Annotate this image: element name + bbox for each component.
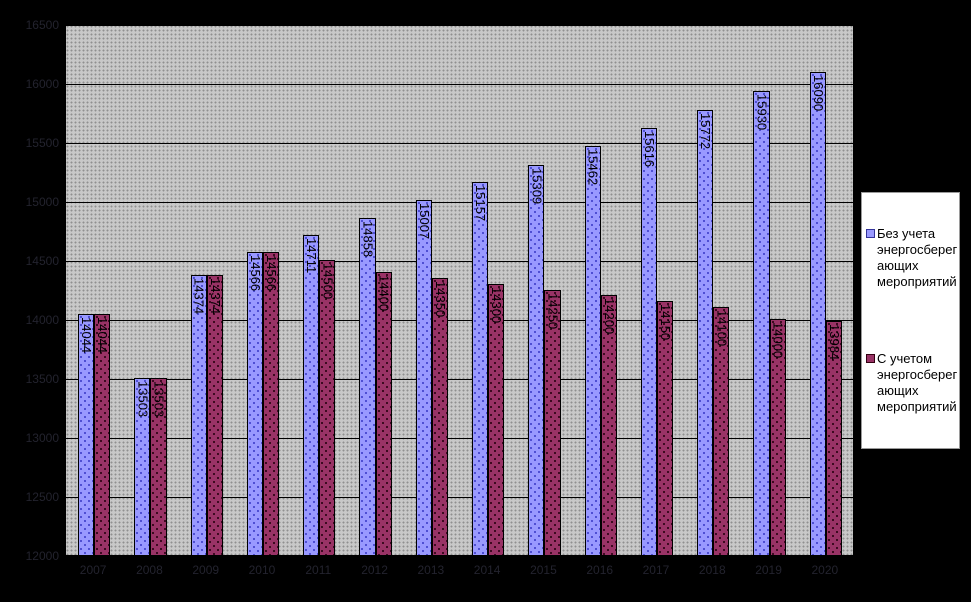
- y-tick-label-15000: 15000: [25, 195, 59, 209]
- y-tick-label-12000: 12000: [25, 549, 59, 563]
- bar-with-measures-2009: [206, 274, 223, 555]
- bar-with-measures-2018: [713, 307, 730, 555]
- bar-value-label: 13503: [135, 380, 151, 417]
- bar-with-measures-2010: [263, 252, 280, 555]
- y-tick-label-16000: 16000: [25, 77, 59, 91]
- bar-with-measures-2011: [319, 260, 336, 555]
- x-tick-label-2014: 2014: [473, 563, 501, 577]
- bar-value-label: 14000: [770, 322, 786, 359]
- bar-value-label: 15309: [529, 167, 545, 204]
- y-tick-label-14500: 14500: [25, 254, 59, 268]
- bar-without-measures-2015: [528, 164, 545, 555]
- bar-value-label: 14100: [714, 310, 730, 347]
- bar-with-measures-2019: [769, 319, 786, 555]
- gridline-16000: [66, 84, 853, 85]
- x-tick-label-2015: 2015: [530, 563, 557, 577]
- x-tick-label-2012: 2012: [361, 563, 388, 577]
- bar-value-label: 15772: [698, 112, 714, 150]
- gridline-12500: [66, 497, 853, 498]
- bar-value-label: 14300: [489, 286, 505, 323]
- bar-value-label: 14374: [191, 277, 207, 315]
- bar-value-label: 14250: [545, 292, 561, 329]
- x-tick-label-2009: 2009: [192, 563, 220, 577]
- bar-value-label: 15462: [585, 149, 601, 186]
- bar-value-label: 14711: [304, 238, 320, 274]
- bar-value-label: 13503: [151, 380, 167, 417]
- x-tick-label-2018: 2018: [698, 563, 726, 577]
- bar-value-label: 14150: [658, 304, 674, 341]
- bar-value-label: 14500: [320, 263, 336, 300]
- x-tick-label-2020: 2020: [811, 563, 839, 577]
- bar-with-measures-2012: [375, 271, 392, 555]
- legend-label: С учетом энергосберег ающих мероприятий: [877, 351, 958, 415]
- bar-without-measures-2016: [584, 146, 601, 555]
- legend-entry-with-measures: С учетом энергосберег ающих мероприятий: [865, 351, 959, 415]
- gridline-13000: [66, 438, 853, 439]
- bar-value-label: 13984: [826, 323, 842, 361]
- gridline-14500: [66, 261, 853, 262]
- bar-value-label: 14566: [264, 255, 280, 292]
- bar-with-measures-2017: [657, 301, 674, 555]
- x-tick-label-2017: 2017: [642, 563, 670, 577]
- gridline-15500: [66, 143, 853, 144]
- bar-without-measures-2019: [753, 91, 770, 555]
- bar-without-measures-2008: [134, 377, 151, 555]
- bar-with-measures-2007: [94, 313, 111, 555]
- bar-with-measures-2020: [825, 320, 842, 555]
- y-tick-label-13000: 13000: [25, 431, 59, 445]
- bar-value-label: 14044: [79, 316, 95, 353]
- bar-without-measures-2011: [303, 235, 320, 555]
- bar-value-label: 15616: [641, 131, 657, 168]
- bar-with-measures-2013: [431, 277, 448, 555]
- bar-without-measures-2014: [472, 182, 489, 555]
- x-tick-label-2010: 2010: [248, 563, 276, 577]
- bar-without-measures-2020: [809, 72, 826, 555]
- plot-area: 14044 14044 13503 13503 14374 14374 14566 14566…: [65, 25, 853, 556]
- gridline-14000: [66, 320, 853, 321]
- y-tick-label-12500: 12500: [25, 490, 59, 504]
- bar-without-measures-2009: [190, 274, 207, 555]
- y-tick-label-16500: 16500: [25, 18, 59, 32]
- x-tick-label-2016: 2016: [586, 563, 614, 577]
- bar-with-measures-2014: [488, 283, 505, 555]
- bar-with-measures-2008: [150, 377, 167, 555]
- legend: Без учета энергосберег ающих мероприятий…: [861, 192, 960, 449]
- bar-without-measures-2010: [246, 252, 263, 555]
- bar-value-label: 14858: [360, 220, 376, 257]
- legend-label: Без учета энергосберег ающих мероприятий: [877, 225, 958, 289]
- bar-value-label: 14350: [432, 280, 448, 317]
- gridline-15000: [66, 202, 853, 203]
- bar-without-measures-2017: [640, 128, 657, 555]
- bar-value-label: 15007: [416, 203, 432, 240]
- bar-without-measures-2007: [78, 313, 95, 555]
- bar-without-measures-2018: [697, 109, 714, 555]
- bar-with-measures-2016: [600, 295, 617, 555]
- bar-value-label: 14400: [376, 274, 392, 311]
- x-tick-label-2019: 2019: [755, 563, 782, 577]
- bar-value-label: 14200: [601, 298, 617, 335]
- x-tick-label-2008: 2008: [136, 563, 163, 577]
- y-tick-label-15500: 15500: [25, 136, 59, 150]
- legend-entry-without-measures: Без учета энергосберег ающих мероприятий: [865, 226, 959, 290]
- bar-value-label: 16090: [810, 75, 826, 112]
- bar-without-measures-2013: [415, 200, 432, 555]
- x-tick-label-2007: 2007: [79, 563, 107, 577]
- bar-value-label: 15930: [754, 94, 770, 131]
- x-tick-label-2013: 2013: [417, 563, 445, 577]
- legend-marker-icon: [866, 228, 875, 238]
- bar-value-label: 14374: [207, 277, 223, 315]
- gridline-13500: [66, 379, 853, 380]
- legend-marker-icon: [866, 354, 875, 364]
- bar-without-measures-2012: [359, 217, 376, 555]
- gridline-16500: [66, 25, 853, 26]
- x-tick-label-2011: 2011: [305, 563, 332, 577]
- bar-with-measures-2015: [544, 289, 561, 555]
- y-tick-label-13500: 13500: [25, 372, 59, 386]
- bar-value-label: 15157: [473, 185, 489, 222]
- bar-value-label: 14566: [247, 255, 263, 292]
- bar-value-label: 14044: [95, 316, 111, 353]
- y-tick-label-14000: 14000: [25, 313, 59, 327]
